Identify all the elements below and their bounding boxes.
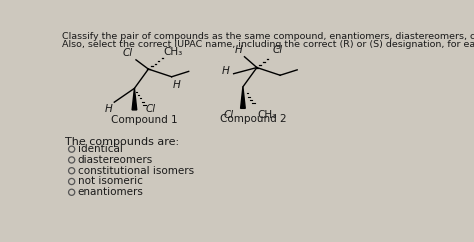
Text: identical: identical [78, 144, 123, 154]
Text: H: H [173, 80, 181, 90]
Text: Compound 1: Compound 1 [111, 115, 178, 125]
Circle shape [69, 189, 75, 195]
Polygon shape [132, 88, 137, 110]
Text: not isomeric: not isomeric [78, 176, 143, 187]
Text: Compound 2: Compound 2 [219, 114, 286, 124]
Text: enantiomers: enantiomers [78, 187, 144, 197]
Text: H: H [235, 45, 243, 55]
Circle shape [69, 157, 75, 163]
Text: CH₃: CH₃ [257, 110, 276, 120]
Text: Cl: Cl [145, 104, 155, 114]
Text: Also, select the correct IUPAC name, including the correct (R) or (S) designatio: Also, select the correct IUPAC name, inc… [63, 40, 474, 49]
Text: diastereomers: diastereomers [78, 155, 153, 165]
Circle shape [69, 168, 75, 174]
Text: Cl: Cl [123, 48, 133, 58]
Text: The compounds are:: The compounds are: [65, 137, 180, 147]
Text: Cl: Cl [273, 45, 283, 55]
Polygon shape [241, 87, 245, 108]
Text: Classify the pair of compounds as the same compound, enantiomers, diastereomers,: Classify the pair of compounds as the sa… [63, 32, 474, 41]
Text: CH₃: CH₃ [164, 47, 183, 57]
Circle shape [69, 146, 75, 152]
Text: H: H [105, 104, 113, 114]
Text: constitutional isomers: constitutional isomers [78, 166, 194, 176]
Text: Cl: Cl [224, 110, 234, 120]
Circle shape [69, 178, 75, 185]
Text: H: H [221, 66, 229, 76]
